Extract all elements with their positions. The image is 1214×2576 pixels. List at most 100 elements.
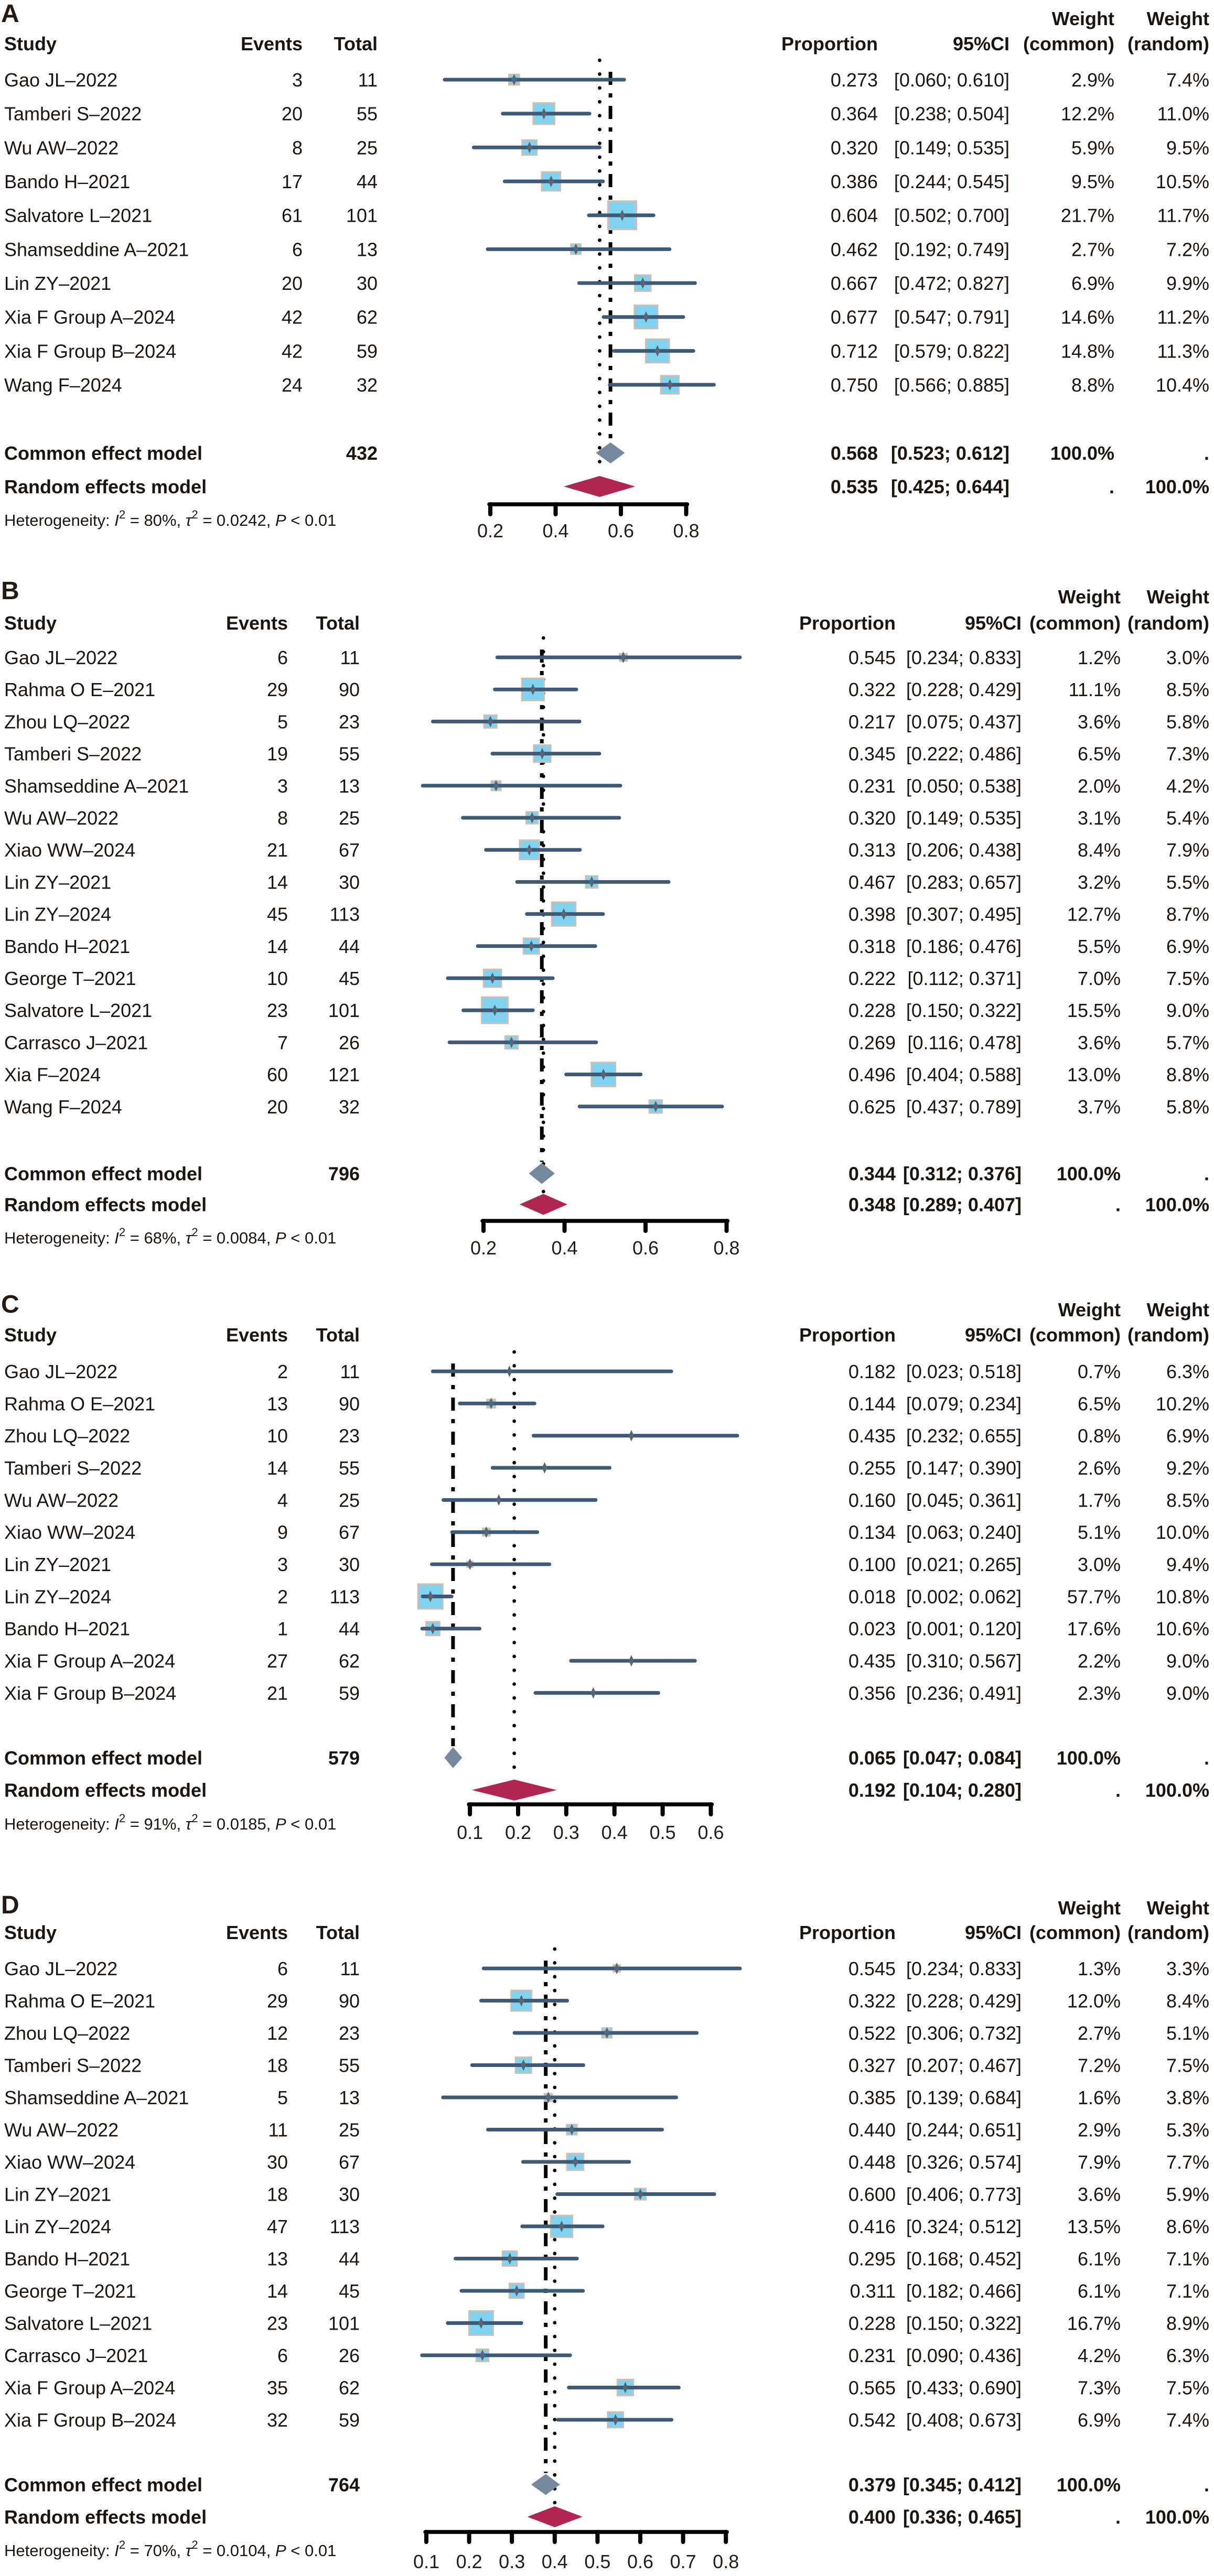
svg-text:42: 42: [282, 340, 303, 362]
svg-text:1.3%: 1.3%: [1078, 1958, 1121, 1979]
svg-text:[0.406; 0.773]: [0.406; 0.773]: [906, 2184, 1022, 2205]
svg-text:.: .: [1115, 1194, 1121, 1216]
svg-text:Xia F Group A–2024: Xia F Group A–2024: [4, 1650, 175, 1672]
svg-text:Xiao WW–2024: Xiao WW–2024: [4, 1522, 135, 1543]
svg-text:Total: Total: [316, 1922, 360, 1943]
svg-text:121: 121: [328, 1064, 360, 1086]
svg-text:0.5: 0.5: [650, 1822, 676, 1843]
svg-text:Heterogeneity: I2 = 68%, τ2 =: Heterogeneity: I2 = 68%, τ2 = 0.0084, P …: [4, 1226, 336, 1247]
svg-text:[0.222; 0.486]: [0.222; 0.486]: [906, 743, 1022, 765]
svg-text:0.344: 0.344: [848, 1163, 896, 1185]
svg-text:[0.001; 0.120]: [0.001; 0.120]: [906, 1618, 1022, 1640]
svg-text:Gao JL–2022: Gao JL–2022: [4, 1958, 117, 1979]
svg-text:C: C: [1, 1291, 19, 1318]
svg-text:0.565: 0.565: [848, 2377, 896, 2399]
svg-text:101: 101: [328, 2313, 360, 2334]
svg-text:Common effect model: Common effect model: [4, 1747, 202, 1769]
svg-text:[0.324; 0.512]: [0.324; 0.512]: [906, 2216, 1022, 2237]
svg-text:0.228: 0.228: [848, 2313, 896, 2334]
svg-text:3.8%: 3.8%: [1166, 2087, 1209, 2108]
svg-text:0.416: 0.416: [848, 2216, 896, 2237]
svg-text:[0.047; 0.084]: [0.047; 0.084]: [903, 1747, 1022, 1769]
svg-text:100.0%: 100.0%: [1050, 442, 1114, 464]
svg-text:Study: Study: [4, 1922, 57, 1943]
svg-text:13: 13: [267, 2248, 288, 2270]
svg-text:15.5%: 15.5%: [1067, 1000, 1121, 1021]
svg-text:Lin ZY–2024: Lin ZY–2024: [4, 2216, 111, 2237]
svg-text:5.3%: 5.3%: [1166, 2119, 1209, 2141]
svg-text:3.2%: 3.2%: [1078, 871, 1121, 893]
svg-text:0.356: 0.356: [848, 1682, 896, 1704]
svg-text:0.273: 0.273: [831, 69, 878, 91]
svg-text:5.7%: 5.7%: [1166, 1032, 1209, 1053]
svg-text:[0.207; 0.467]: [0.207; 0.467]: [906, 2055, 1022, 2076]
svg-text:Xiao WW–2024: Xiao WW–2024: [4, 839, 135, 861]
svg-text:Wu AW–2022: Wu AW–2022: [4, 1489, 119, 1511]
svg-text:[0.206; 0.438]: [0.206; 0.438]: [906, 839, 1022, 861]
svg-text:7.9%: 7.9%: [1078, 2151, 1121, 2173]
svg-text:0.348: 0.348: [848, 1194, 896, 1216]
svg-text:7.5%: 7.5%: [1166, 2377, 1209, 2399]
svg-text:57.7%: 57.7%: [1067, 1586, 1121, 1607]
svg-text:11.3%: 11.3%: [1157, 340, 1209, 362]
svg-text:13.0%: 13.0%: [1067, 1064, 1121, 1086]
svg-text:29: 29: [267, 679, 288, 700]
svg-text:[0.547; 0.791]: [0.547; 0.791]: [894, 307, 1009, 328]
svg-text:0.542: 0.542: [848, 2409, 896, 2431]
svg-text:2: 2: [277, 1586, 288, 1607]
svg-text:Events: Events: [241, 33, 303, 55]
svg-text:Xiao WW–2024: Xiao WW–2024: [4, 2151, 135, 2173]
svg-text:Random effects model: Random effects model: [4, 1780, 207, 1801]
svg-text:Lin ZY–2021: Lin ZY–2021: [4, 871, 111, 893]
svg-text:.: .: [1115, 2506, 1121, 2528]
svg-text:Tamberi S–2022: Tamberi S–2022: [4, 2055, 142, 2076]
svg-text:23: 23: [339, 1425, 360, 1447]
svg-text:7.0%: 7.0%: [1078, 968, 1121, 989]
svg-text:14: 14: [267, 871, 288, 893]
svg-text:[0.502; 0.700]: [0.502; 0.700]: [894, 205, 1009, 226]
svg-text:9: 9: [277, 1522, 288, 1543]
svg-text:5.1%: 5.1%: [1078, 1522, 1121, 1543]
svg-text:2.7%: 2.7%: [1078, 2022, 1121, 2044]
svg-text:Tamberi S–2022: Tamberi S–2022: [4, 103, 142, 125]
svg-text:25: 25: [339, 807, 360, 829]
svg-text:55: 55: [339, 1457, 360, 1479]
svg-text:44: 44: [339, 936, 360, 957]
svg-text:0.568: 0.568: [831, 442, 878, 464]
svg-text:Wang F–2024: Wang F–2024: [4, 1096, 122, 1118]
svg-text:[0.149; 0.535]: [0.149; 0.535]: [906, 807, 1022, 829]
svg-text:0.5: 0.5: [584, 2551, 610, 2572]
svg-text:9.0%: 9.0%: [1166, 1650, 1209, 1672]
svg-text:4.2%: 4.2%: [1166, 775, 1209, 797]
svg-text:9.9%: 9.9%: [1166, 273, 1209, 294]
svg-text:Xia F Group A–2024: Xia F Group A–2024: [4, 307, 175, 328]
svg-text:Weight: Weight: [1147, 1897, 1209, 1919]
svg-text:5.9%: 5.9%: [1071, 137, 1114, 158]
svg-text:(common): (common): [1029, 1922, 1121, 1943]
svg-text:0.535: 0.535: [831, 476, 878, 497]
svg-text:[0.168; 0.452]: [0.168; 0.452]: [906, 2248, 1022, 2270]
svg-text:5: 5: [277, 711, 288, 732]
svg-text:13: 13: [339, 775, 360, 797]
svg-text:Wu AW–2022: Wu AW–2022: [4, 807, 119, 829]
svg-text:6.3%: 6.3%: [1166, 2345, 1209, 2366]
svg-text:10: 10: [267, 1425, 288, 1447]
svg-text:0.3: 0.3: [499, 2551, 525, 2572]
svg-text:23: 23: [339, 2022, 360, 2044]
svg-text:3: 3: [277, 775, 288, 797]
svg-text:8.8%: 8.8%: [1071, 374, 1114, 396]
svg-text:Zhou LQ–2022: Zhou LQ–2022: [4, 2022, 130, 2044]
svg-text:23: 23: [339, 711, 360, 732]
svg-text:0.255: 0.255: [848, 1457, 896, 1479]
svg-text:Study: Study: [4, 33, 57, 55]
svg-text:(random): (random): [1127, 612, 1209, 634]
svg-text:[0.310; 0.567]: [0.310; 0.567]: [906, 1650, 1022, 1672]
svg-text:6: 6: [277, 647, 288, 668]
svg-text:0.2: 0.2: [477, 520, 503, 542]
svg-text:Zhou LQ–2022: Zhou LQ–2022: [4, 711, 130, 732]
svg-text:[0.060; 0.610]: [0.060; 0.610]: [894, 69, 1009, 91]
svg-text:Carrasco J–2021: Carrasco J–2021: [4, 2345, 148, 2366]
svg-text:Wu AW–2022: Wu AW–2022: [4, 137, 119, 158]
svg-text:[0.234; 0.833]: [0.234; 0.833]: [906, 1958, 1022, 1979]
svg-text:(common): (common): [1029, 612, 1121, 634]
